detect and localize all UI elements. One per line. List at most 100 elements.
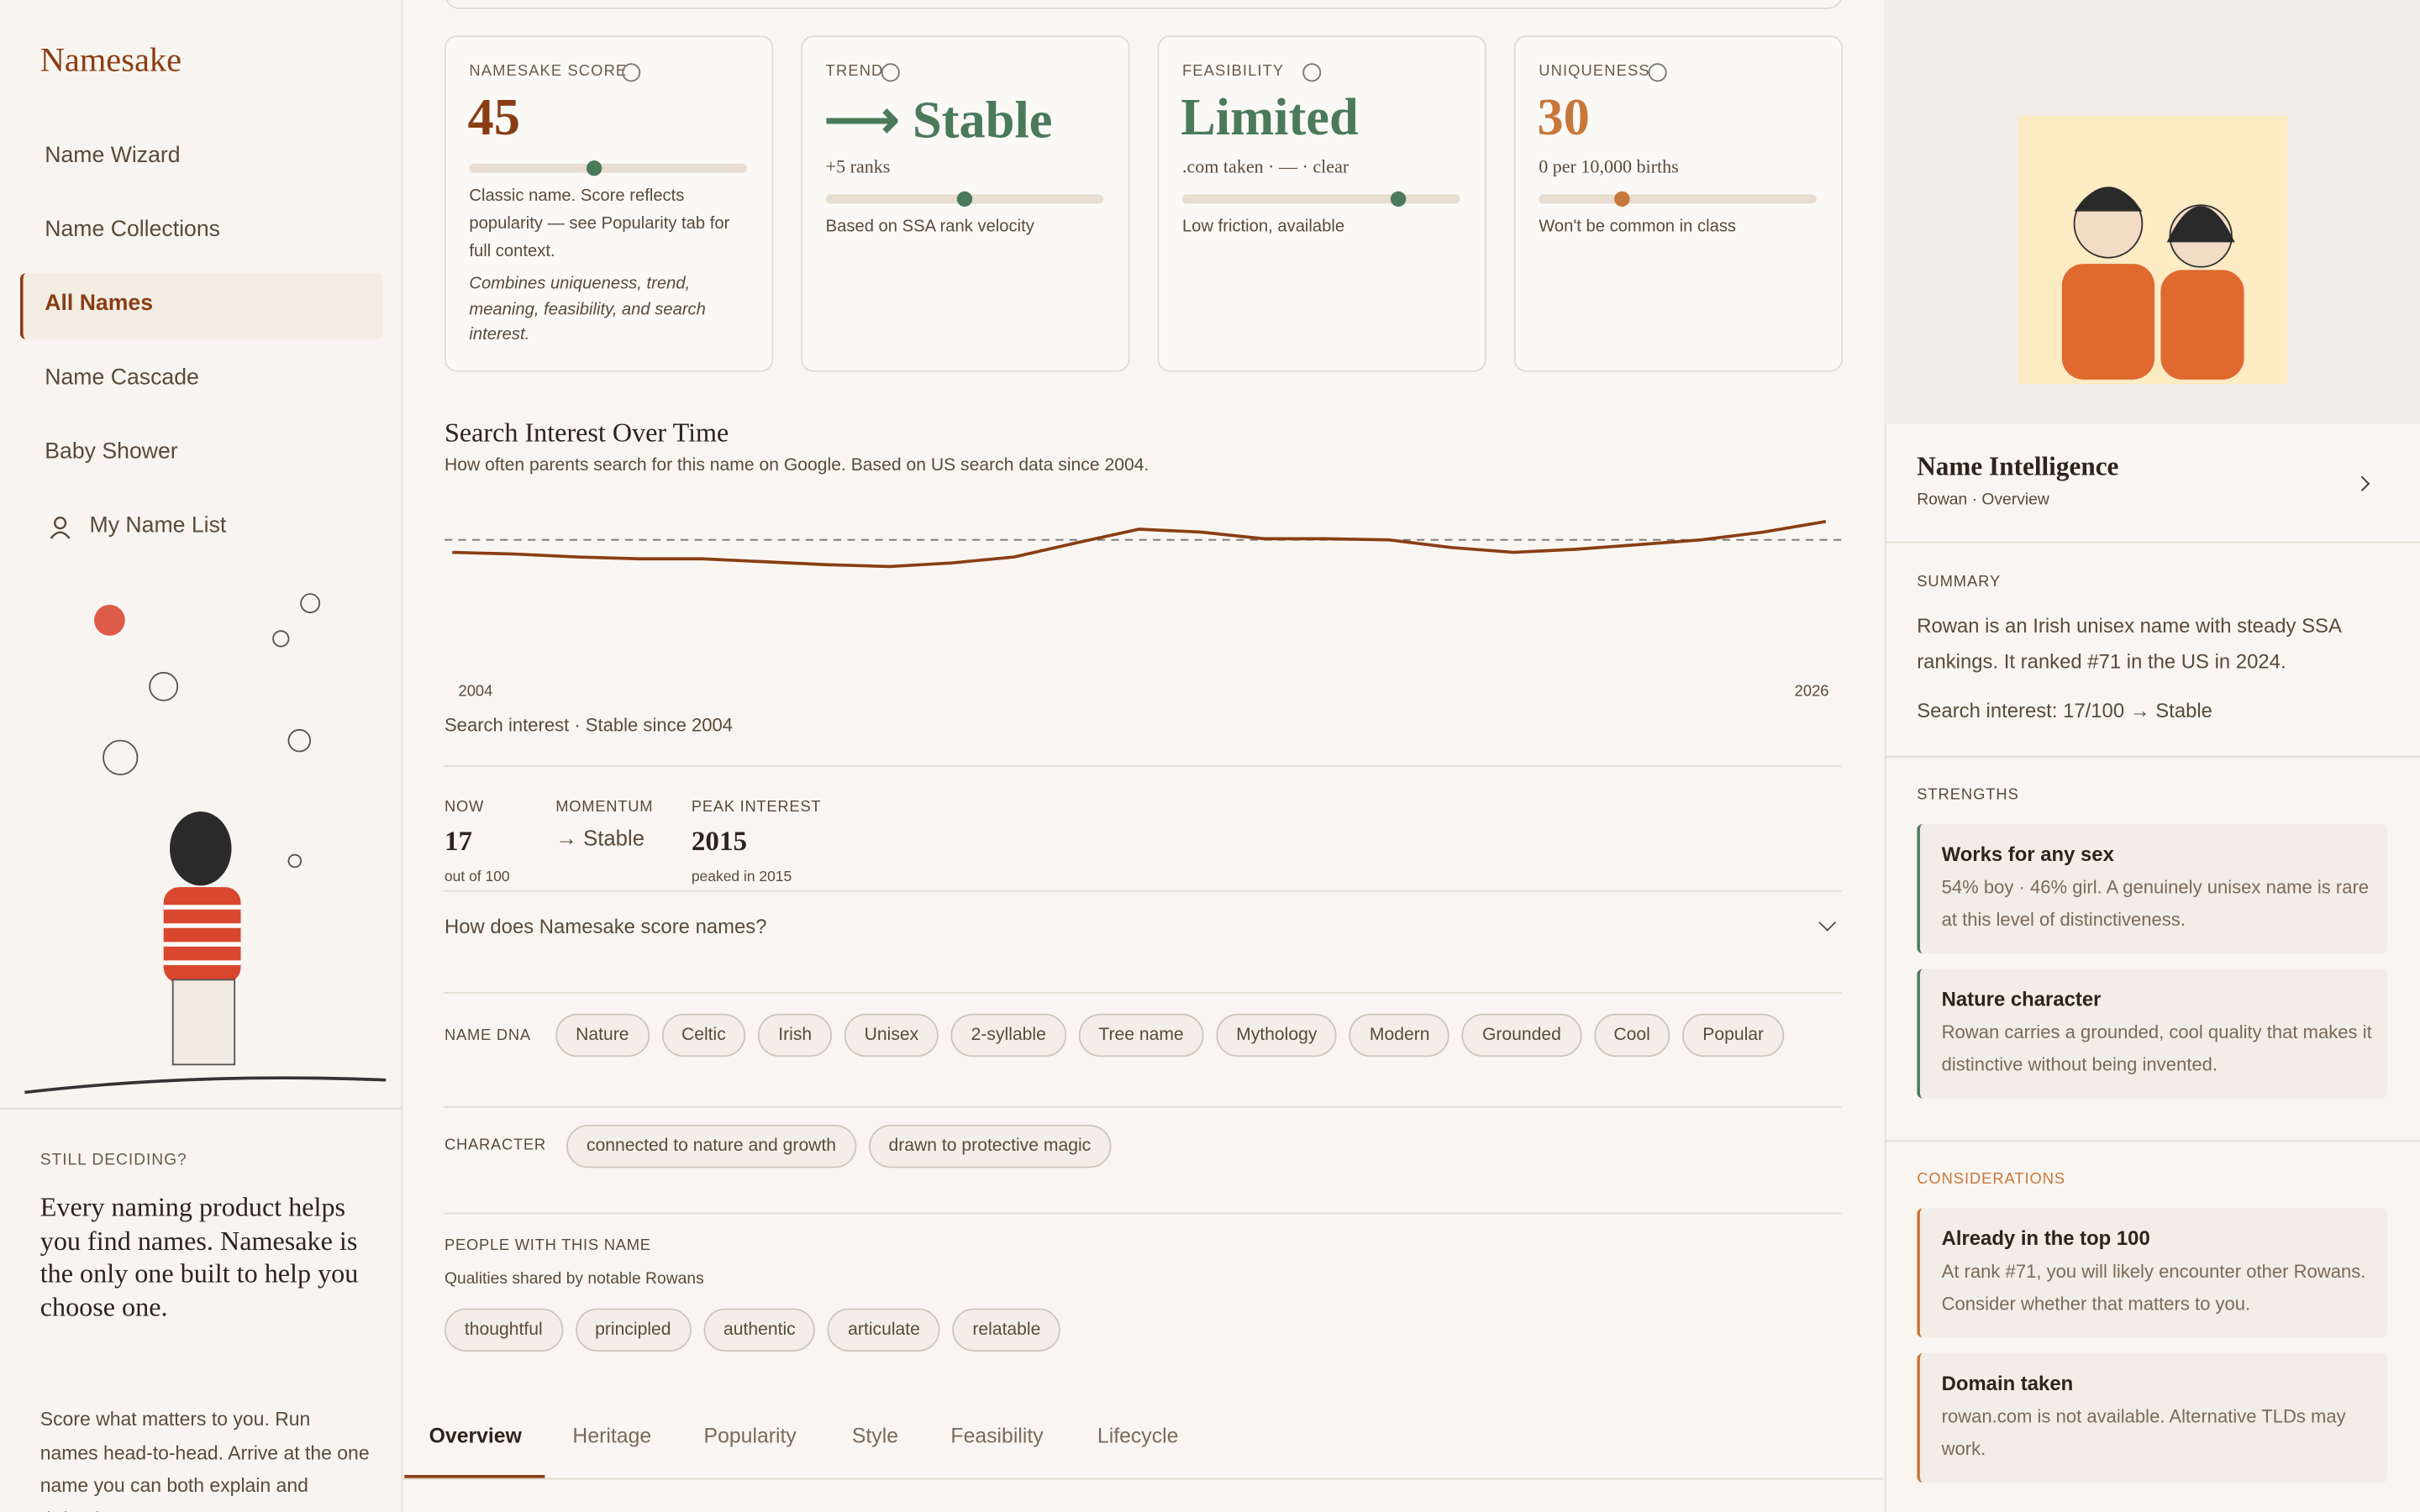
slider-dot bbox=[956, 191, 973, 207]
nav-item[interactable]: Name Wizard bbox=[45, 143, 181, 169]
info-icon bbox=[1648, 63, 1667, 82]
tab-underline bbox=[404, 1474, 545, 1478]
metric-card bbox=[444, 35, 774, 372]
card-value: ⟶ Stable bbox=[823, 92, 1053, 150]
slider-track bbox=[1539, 194, 1817, 204]
nav-item[interactable]: All Names bbox=[45, 291, 154, 317]
card-sub: .com taken · — · clear bbox=[1181, 155, 1349, 178]
tag: relatable bbox=[952, 1308, 1061, 1352]
stat-value: → Stable bbox=[555, 825, 645, 851]
tag: connected to nature and growth bbox=[566, 1124, 856, 1168]
slider-track bbox=[1181, 194, 1460, 204]
slider-dot bbox=[1614, 191, 1630, 207]
slider-dot bbox=[586, 160, 602, 176]
insight-card bbox=[1917, 1352, 2388, 1483]
stat-sub: peaked in 2015 bbox=[691, 869, 792, 886]
tag: Cool bbox=[1593, 1013, 1670, 1058]
tab-bar-border bbox=[402, 1478, 1883, 1480]
tag: Grounded bbox=[1462, 1013, 1581, 1058]
faq-toggle[interactable]: How does Namesake score names? bbox=[444, 915, 767, 938]
insight-title: Already in the top 100 bbox=[1941, 1226, 2150, 1250]
card-label: NAMESAKE SCORE bbox=[469, 63, 628, 81]
nav-item[interactable]: Name Collections bbox=[45, 217, 220, 243]
insight-card bbox=[1917, 823, 2388, 954]
section-title: Search Interest Over Time bbox=[444, 416, 729, 448]
card-value: 45 bbox=[467, 89, 520, 147]
divider bbox=[444, 992, 1842, 994]
promo-eyebrow: STILL DECIDING? bbox=[39, 1151, 187, 1170]
tab[interactable]: Feasibility bbox=[950, 1424, 1044, 1447]
chevron bbox=[1818, 913, 1837, 932]
tag: Tree name bbox=[1078, 1013, 1204, 1058]
tag: articulate bbox=[828, 1308, 940, 1352]
metric-card bbox=[1513, 35, 1844, 372]
insight-card bbox=[1917, 1208, 2388, 1338]
promo-headline: Every naming product helps you find name… bbox=[39, 1190, 359, 1322]
insight-body: 54% boy · 46% girl. A genuinely unisex n… bbox=[1941, 876, 2370, 931]
card-sub: +5 ranks bbox=[825, 155, 891, 178]
tab[interactable]: Popularity bbox=[703, 1424, 797, 1447]
tab[interactable]: Lifecycle bbox=[1097, 1424, 1179, 1447]
people-sub: Qualities shared by notable Rowans bbox=[444, 1269, 704, 1289]
stat-value: 2015 bbox=[691, 825, 747, 857]
row-label: PEOPLE WITH THIS NAME bbox=[444, 1237, 651, 1255]
metric-card bbox=[1157, 35, 1486, 372]
tab[interactable]: Heritage bbox=[572, 1424, 652, 1447]
tag: Celtic bbox=[661, 1013, 746, 1058]
info-icon bbox=[622, 63, 641, 82]
tag-row: connected to nature and growth drawn to p… bbox=[566, 1124, 1123, 1168]
section-subtitle: How often parents search for this name o… bbox=[444, 456, 1150, 475]
nav-item[interactable]: My Name List bbox=[89, 513, 227, 539]
search-box bbox=[444, 0, 1844, 10]
info-icon bbox=[880, 63, 899, 82]
tag: thoughtful bbox=[444, 1308, 563, 1352]
panel-subtitle: Rowan · Overview bbox=[1917, 491, 2049, 510]
tag: drawn to protective magic bbox=[868, 1124, 1112, 1168]
divider bbox=[444, 765, 1842, 767]
stat-label: MOMENTUM bbox=[555, 799, 654, 816]
divider bbox=[1884, 541, 2420, 543]
panel-title: Name Intelligence bbox=[1917, 452, 2119, 482]
search-note: Search interest: 17/100 → Stable bbox=[1917, 699, 2212, 722]
promo-body: Score what matters to you. Run names hea… bbox=[39, 1408, 370, 1512]
tab[interactable]: Style bbox=[851, 1424, 899, 1447]
tag: Popular bbox=[1682, 1013, 1784, 1058]
nav-item[interactable]: Baby Shower bbox=[45, 439, 178, 465]
divider bbox=[0, 1107, 402, 1110]
card-note: Based on SSA rank velocity bbox=[825, 217, 1034, 237]
card-label: TREND bbox=[825, 63, 884, 81]
tag: Unisex bbox=[844, 1013, 939, 1058]
divider bbox=[444, 1212, 1842, 1215]
list-label: STRENGTHS bbox=[1917, 786, 2019, 804]
chart-caption: Search interest · Stable since 2004 bbox=[444, 714, 734, 737]
nav-item[interactable]: Name Cascade bbox=[45, 365, 199, 391]
divider bbox=[1884, 756, 2420, 758]
tag: Irish bbox=[758, 1013, 833, 1058]
card-value: Limited bbox=[1181, 89, 1359, 147]
divider bbox=[444, 890, 1842, 892]
insight-body: rowan.com is not available. Alternative … bbox=[1941, 1405, 2346, 1460]
insight-title: Domain taken bbox=[1941, 1371, 2074, 1395]
tag: 2-syllable bbox=[950, 1013, 1066, 1058]
x-label: 2004 bbox=[459, 681, 493, 699]
tag: Modern bbox=[1349, 1013, 1450, 1058]
card-extra: Combines uniqueness, trend, meaning, fea… bbox=[469, 274, 706, 344]
brand: Namesake bbox=[39, 39, 182, 79]
tag-row: Nature Celtic Irish Unisex 2-syllable Tree na… bbox=[555, 1013, 1796, 1058]
insight-title: Nature character bbox=[1941, 987, 2102, 1011]
card-value: 30 bbox=[1537, 89, 1590, 147]
stat-label: NOW bbox=[444, 799, 485, 816]
insight-body: Rowan carries a grounded, cool quality t… bbox=[1941, 1021, 2372, 1076]
tag: Mythology bbox=[1216, 1013, 1338, 1058]
card-note: Classic name. Score reflects popularity … bbox=[469, 186, 730, 261]
line-chart: 2004 2026 bbox=[444, 520, 1842, 699]
divider bbox=[1884, 1140, 2420, 1142]
tag: Nature bbox=[555, 1013, 650, 1058]
tag: authentic bbox=[703, 1308, 816, 1352]
divider bbox=[444, 1105, 1842, 1108]
slider-dot bbox=[1391, 191, 1407, 207]
tab[interactable]: Overview bbox=[429, 1424, 522, 1447]
series-line bbox=[452, 520, 1827, 569]
